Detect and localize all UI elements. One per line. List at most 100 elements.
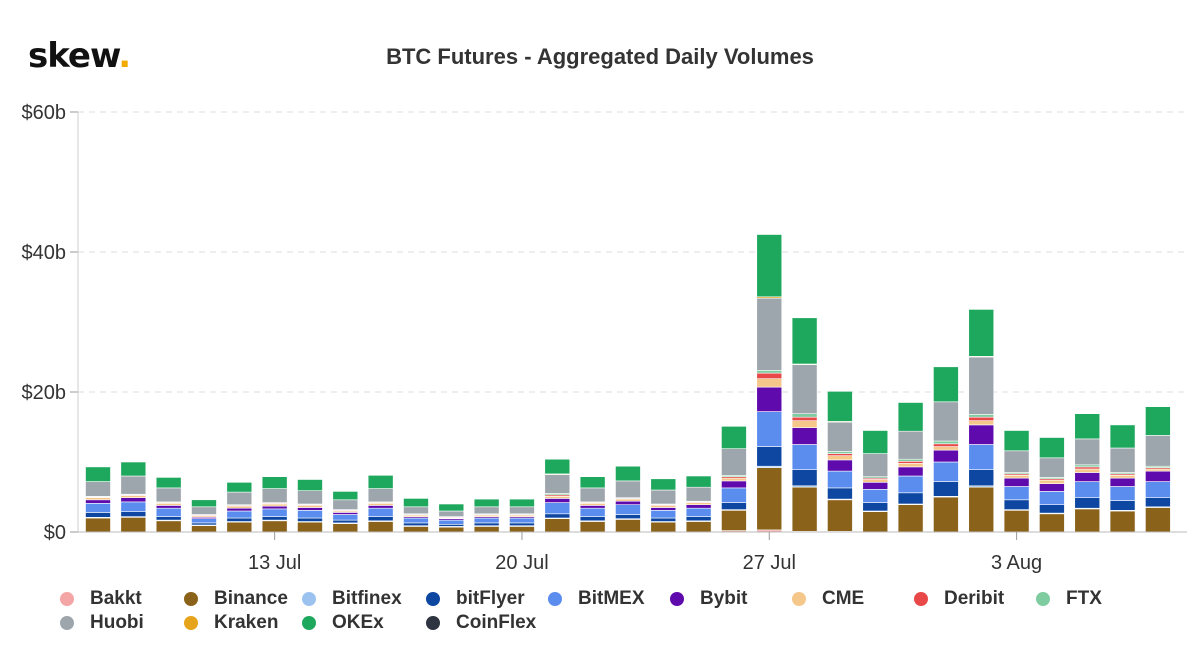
bar-segment-bitmex[interactable] — [615, 504, 641, 515]
bar-segment-binance[interactable] — [85, 517, 111, 533]
bar-segment-huobi[interactable] — [155, 487, 182, 503]
bar-segment-binance[interactable] — [897, 504, 924, 533]
bar-segment-binance[interactable] — [1109, 510, 1136, 533]
bar-segment-bybit[interactable] — [685, 504, 712, 509]
legend-item-binance[interactable]: Binance — [184, 588, 288, 610]
bar-segment-deribit[interactable] — [1074, 466, 1101, 470]
bar-segment-huobi[interactable] — [579, 487, 606, 503]
bar-segment-cme[interactable] — [827, 455, 853, 461]
bar-segment-bitmex[interactable] — [897, 475, 924, 494]
bar-segment-ftx[interactable] — [1074, 464, 1101, 468]
bar-segment-bitflyer[interactable] — [297, 517, 323, 522]
bar-segment-huobi[interactable] — [685, 486, 712, 502]
bar-segment-bitflyer[interactable] — [721, 502, 747, 510]
bar-segment-bitmex[interactable] — [862, 488, 889, 503]
bar-segment-bitmex[interactable] — [1039, 491, 1065, 505]
legend-item-deribit[interactable]: Deribit — [914, 588, 1004, 610]
bar-segment-bitmex[interactable] — [685, 507, 712, 517]
bar-segment-okex[interactable] — [721, 425, 747, 449]
bar-segment-bitflyer[interactable] — [791, 469, 818, 487]
bar-segment-binance[interactable] — [261, 520, 288, 533]
bar-segment-okex[interactable] — [615, 465, 641, 482]
bar-segment-bitflyer[interactable] — [473, 522, 500, 527]
bar-segment-huobi[interactable] — [1109, 447, 1136, 473]
bar-segment-okex[interactable] — [968, 309, 995, 357]
legend-item-bitmex[interactable]: BitMEX — [548, 588, 645, 610]
bar-segment-binance[interactable] — [685, 521, 712, 533]
bar-segment-huobi[interactable] — [367, 488, 394, 503]
bar-segment-bitmex[interactable] — [827, 470, 853, 489]
bar-segment-binance[interactable] — [862, 511, 889, 533]
bar-segment-huobi[interactable] — [332, 499, 359, 510]
bar-segment-binance[interactable] — [403, 526, 429, 533]
bar-segment-bitflyer[interactable] — [155, 516, 182, 521]
legend-item-cme[interactable]: CME — [792, 588, 864, 610]
bar-segment-binance[interactable] — [367, 521, 394, 533]
legend-item-bakkt[interactable]: Bakkt — [60, 588, 142, 610]
bar-segment-cme[interactable] — [650, 505, 677, 508]
bar-segment-okex[interactable] — [332, 491, 359, 501]
bar-segment-bybit[interactable] — [791, 427, 818, 445]
bar-segment-bitflyer[interactable] — [933, 481, 959, 497]
bar-segment-bybit[interactable] — [297, 507, 323, 511]
bar-segment-bitflyer[interactable] — [438, 523, 465, 527]
bar-segment-cme[interactable] — [1145, 468, 1171, 472]
bar-segment-bybit[interactable] — [261, 505, 288, 510]
bar-segment-cme[interactable] — [155, 502, 182, 506]
bar-segment-huobi[interactable] — [615, 480, 641, 498]
bar-segment-okex[interactable] — [226, 481, 253, 493]
bar-segment-bitflyer[interactable] — [756, 446, 783, 467]
bar-segment-bybit[interactable] — [155, 505, 182, 509]
bar-segment-okex[interactable] — [509, 498, 535, 508]
bar-segment-binance[interactable] — [226, 521, 253, 533]
bar-segment-cme[interactable] — [297, 505, 323, 508]
bar-segment-cme[interactable] — [544, 495, 571, 499]
bar-segment-bitflyer[interactable] — [862, 502, 889, 512]
bar-segment-deribit[interactable] — [897, 460, 924, 464]
bar-segment-bitmex[interactable] — [933, 461, 959, 482]
bar-segment-bybit[interactable] — [367, 505, 394, 509]
bar-segment-okex[interactable] — [756, 234, 783, 298]
bar-segment-okex[interactable] — [1109, 424, 1136, 449]
bar-segment-okex[interactable] — [120, 461, 147, 477]
bar-segment-huobi[interactable] — [650, 489, 677, 505]
bar-segment-huobi[interactable] — [791, 364, 818, 415]
bar-segment-bybit[interactable] — [862, 481, 889, 490]
bar-segment-okex[interactable] — [261, 476, 288, 489]
bar-segment-bitflyer[interactable] — [226, 517, 253, 522]
bar-segment-bitmex[interactable] — [332, 514, 359, 521]
bar-segment-huobi[interactable] — [756, 297, 783, 371]
bar-segment-bybit[interactable] — [650, 507, 677, 511]
bar-segment-huobi[interactable] — [509, 506, 535, 515]
bar-segment-bitmex[interactable] — [1145, 481, 1171, 499]
bar-segment-bitmex[interactable] — [1109, 486, 1136, 501]
bar-segment-cme[interactable] — [933, 446, 959, 451]
bar-segment-bybit[interactable] — [85, 499, 111, 504]
bar-segment-binance[interactable] — [579, 521, 606, 533]
bar-segment-cme[interactable] — [85, 497, 111, 501]
bar-segment-binance[interactable] — [615, 519, 641, 533]
bar-segment-bitflyer[interactable] — [403, 522, 429, 527]
bar-segment-bitmex[interactable] — [791, 444, 818, 471]
bar-segment-bitflyer[interactable] — [261, 516, 288, 521]
legend-item-coinflex[interactable]: CoinFlex — [426, 612, 536, 634]
bar-segment-bitmex[interactable] — [650, 509, 677, 519]
bar-segment-okex[interactable] — [544, 458, 571, 475]
bar-segment-binance[interactable] — [297, 521, 323, 533]
bar-segment-huobi[interactable] — [1039, 457, 1065, 478]
bar-segment-okex[interactable] — [1003, 430, 1030, 452]
bar-segment-bitmex[interactable] — [579, 507, 606, 517]
bar-segment-bitflyer[interactable] — [897, 492, 924, 505]
bar-segment-deribit[interactable] — [968, 416, 995, 422]
bar-segment-bitflyer[interactable] — [615, 514, 641, 519]
legend-item-okex[interactable]: OKEx — [302, 612, 384, 634]
bar-segment-bitmex[interactable] — [473, 517, 500, 524]
legend-item-bitflyer[interactable]: bitFlyer — [426, 588, 525, 610]
bar-segment-bybit[interactable] — [1145, 470, 1171, 482]
bar-segment-bitflyer[interactable] — [1145, 497, 1171, 508]
bar-segment-bybit[interactable] — [615, 500, 641, 506]
bar-segment-cme[interactable] — [367, 502, 394, 506]
bar-segment-huobi[interactable] — [933, 401, 959, 442]
bar-segment-bitflyer[interactable] — [367, 516, 394, 522]
bar-segment-ftx[interactable] — [933, 440, 959, 445]
